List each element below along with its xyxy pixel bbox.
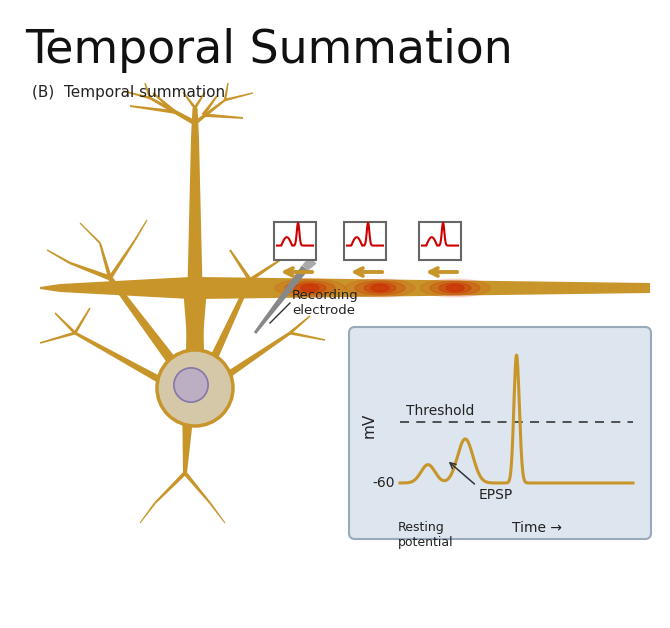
Polygon shape — [200, 277, 650, 299]
Ellipse shape — [430, 281, 480, 295]
FancyBboxPatch shape — [274, 222, 316, 260]
Polygon shape — [54, 313, 76, 334]
Polygon shape — [182, 92, 196, 109]
Polygon shape — [80, 222, 100, 244]
Polygon shape — [123, 90, 150, 99]
Polygon shape — [109, 239, 136, 279]
Ellipse shape — [301, 284, 319, 291]
Ellipse shape — [446, 284, 464, 291]
Polygon shape — [184, 472, 211, 504]
Ellipse shape — [285, 281, 335, 295]
Polygon shape — [134, 220, 147, 241]
Ellipse shape — [275, 279, 345, 297]
Polygon shape — [302, 256, 316, 271]
Polygon shape — [40, 332, 76, 344]
Text: -60: -60 — [373, 476, 395, 490]
Polygon shape — [99, 243, 112, 279]
Polygon shape — [183, 288, 207, 350]
Ellipse shape — [345, 279, 415, 297]
Polygon shape — [60, 277, 190, 299]
Ellipse shape — [294, 283, 326, 293]
Text: Temporal Summation: Temporal Summation — [25, 28, 513, 73]
FancyBboxPatch shape — [419, 222, 461, 260]
Polygon shape — [249, 259, 281, 282]
Text: Threshold: Threshold — [406, 404, 474, 418]
Text: (B)  Temporal summation: (B) Temporal summation — [32, 85, 225, 100]
Polygon shape — [279, 242, 300, 261]
Circle shape — [174, 368, 208, 402]
Ellipse shape — [364, 283, 396, 293]
Text: EPSP: EPSP — [478, 488, 513, 502]
Polygon shape — [108, 276, 176, 364]
FancyBboxPatch shape — [344, 222, 386, 260]
Polygon shape — [210, 279, 252, 359]
Polygon shape — [202, 95, 218, 116]
Polygon shape — [139, 502, 156, 523]
Polygon shape — [47, 249, 70, 264]
Polygon shape — [70, 262, 111, 280]
Polygon shape — [74, 308, 90, 333]
Polygon shape — [40, 284, 60, 292]
Circle shape — [168, 361, 222, 414]
Polygon shape — [191, 108, 199, 138]
Polygon shape — [203, 113, 243, 119]
Polygon shape — [149, 97, 196, 125]
Polygon shape — [194, 92, 206, 109]
Polygon shape — [130, 105, 176, 114]
Ellipse shape — [371, 284, 389, 291]
Text: mV: mV — [362, 413, 377, 438]
Polygon shape — [144, 83, 151, 99]
Circle shape — [157, 350, 233, 426]
Polygon shape — [182, 424, 192, 473]
Polygon shape — [194, 99, 226, 124]
Ellipse shape — [355, 281, 405, 295]
Polygon shape — [224, 92, 253, 101]
Polygon shape — [74, 332, 163, 384]
Polygon shape — [229, 249, 252, 281]
Polygon shape — [289, 332, 325, 341]
Ellipse shape — [439, 283, 471, 293]
Circle shape — [180, 373, 210, 403]
Text: Resting
potential: Resting potential — [398, 521, 454, 549]
Polygon shape — [254, 266, 308, 334]
Polygon shape — [224, 83, 228, 100]
Text: Recording
electrode: Recording electrode — [292, 289, 358, 317]
Polygon shape — [152, 92, 176, 114]
Polygon shape — [186, 138, 204, 350]
Text: Time →: Time → — [512, 521, 562, 535]
Polygon shape — [154, 472, 186, 504]
Ellipse shape — [420, 279, 490, 297]
Polygon shape — [223, 332, 291, 379]
FancyBboxPatch shape — [349, 327, 651, 539]
Polygon shape — [209, 502, 225, 523]
Polygon shape — [289, 315, 310, 334]
